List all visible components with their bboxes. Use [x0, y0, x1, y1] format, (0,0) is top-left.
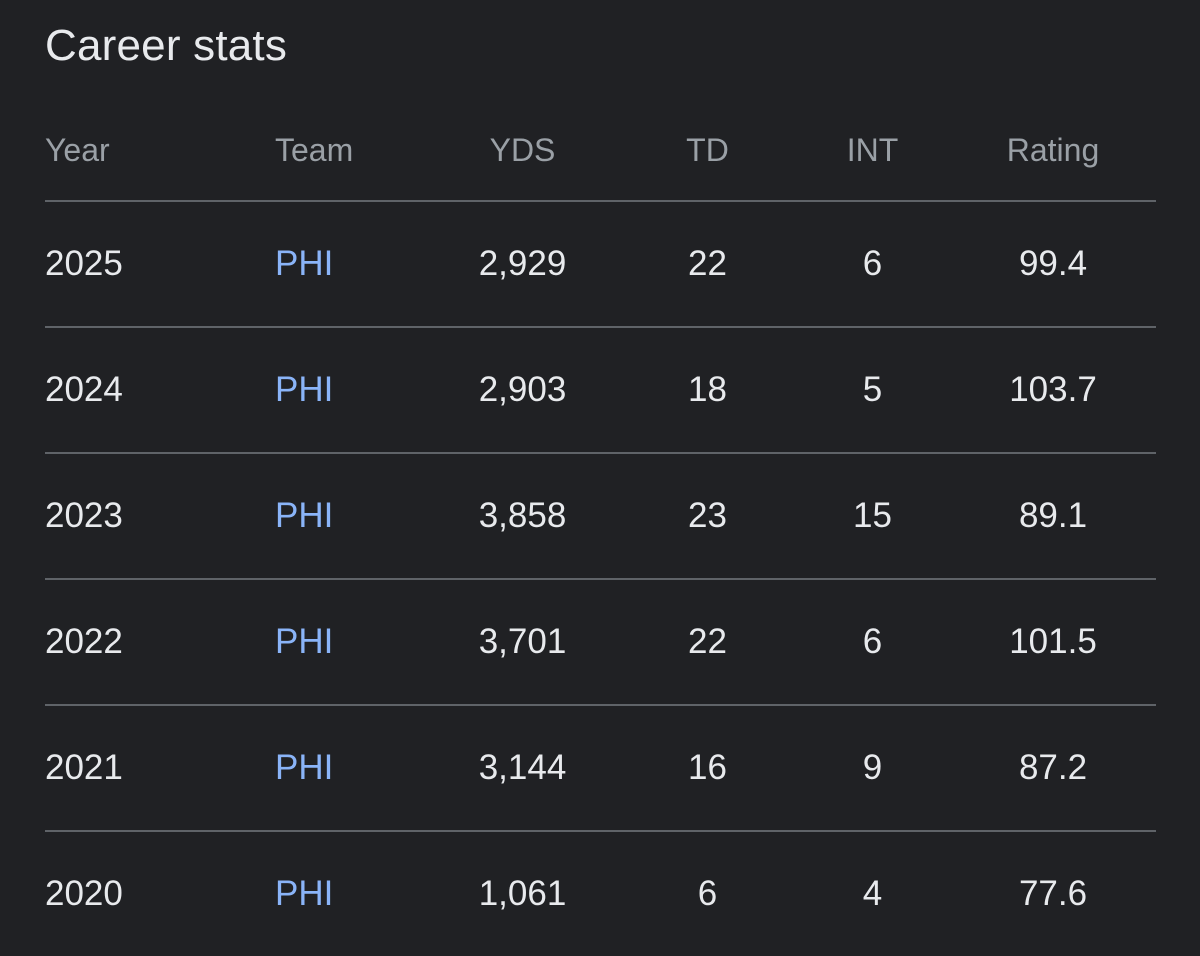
- table-row: 2020 PHI 1,061 6 4 77.6: [45, 831, 1156, 956]
- cell-year: 2024: [45, 327, 275, 454]
- header-rating: Rating: [950, 100, 1156, 202]
- team-link[interactable]: PHI: [275, 874, 334, 913]
- header-row: Year Team YDS TD INT Rating: [45, 100, 1156, 202]
- cell-rating: 101.5: [950, 579, 1156, 706]
- cell-int: 4: [862, 874, 883, 913]
- team-link[interactable]: PHI: [275, 370, 334, 409]
- table-header: Year Team YDS TD INT Rating: [45, 100, 1156, 202]
- cell-yds: 3,701: [425, 579, 620, 706]
- cell-int: 6: [795, 579, 950, 706]
- cell-yds: 3,144: [425, 705, 620, 832]
- cell-team: PHI: [275, 201, 425, 328]
- cell-team: PHI: [275, 579, 425, 706]
- cell-td: 18: [620, 327, 795, 454]
- cell-year: 2021: [45, 705, 275, 832]
- cell-rating: 89.1: [950, 453, 1156, 580]
- cell-td: 23: [620, 453, 795, 580]
- header-yds: YDS: [425, 100, 620, 202]
- table-row: 2025 PHI 2,929 22 6 99.4: [45, 201, 1156, 328]
- card-title: Career stats: [45, 21, 288, 70]
- cell-rating: 77.6: [1018, 874, 1088, 913]
- cell-td: 6: [697, 874, 718, 913]
- career-stats-table: Year Team YDS TD INT Rating 2025 PHI 2,9…: [45, 100, 1156, 956]
- header-int: INT: [795, 100, 950, 202]
- cell-year: 2023: [45, 453, 275, 580]
- cell-yds: 2,929: [425, 201, 620, 328]
- cell-td: 22: [620, 579, 795, 706]
- cell-year: 2020: [45, 874, 123, 913]
- table-body: 2025 PHI 2,929 22 6 99.4 2024 PHI 2,903 …: [45, 201, 1156, 956]
- cell-yds: 1,061: [478, 874, 567, 913]
- cell-year: 2025: [45, 201, 275, 328]
- header-year: Year: [45, 100, 275, 202]
- table-row: 2022 PHI 3,701 22 6 101.5: [45, 579, 1156, 706]
- cell-rating: 87.2: [950, 705, 1156, 832]
- table-row: 2021 PHI 3,144 16 9 87.2: [45, 705, 1156, 832]
- cell-int: 9: [795, 705, 950, 832]
- cell-int: 15: [795, 453, 950, 580]
- header-team: Team: [275, 100, 425, 202]
- cell-td: 16: [620, 705, 795, 832]
- team-link[interactable]: PHI: [275, 748, 334, 787]
- cell-int: 5: [795, 327, 950, 454]
- header-td: TD: [620, 100, 795, 202]
- cell-td: 22: [620, 201, 795, 328]
- cell-rating: 103.7: [950, 327, 1156, 454]
- team-link[interactable]: PHI: [275, 496, 334, 535]
- cell-rating: 99.4: [950, 201, 1156, 328]
- cell-team: PHI: [275, 453, 425, 580]
- table-row: 2024 PHI 2,903 18 5 103.7: [45, 327, 1156, 454]
- cell-team: PHI: [275, 831, 425, 956]
- cell-yds: 3,858: [425, 453, 620, 580]
- team-link[interactable]: PHI: [275, 244, 334, 283]
- cell-team: PHI: [275, 327, 425, 454]
- cell-int: 6: [795, 201, 950, 328]
- table-row: 2023 PHI 3,858 23 15 89.1: [45, 453, 1156, 580]
- team-link[interactable]: PHI: [275, 622, 334, 661]
- cell-team: PHI: [275, 705, 425, 832]
- cell-yds: 2,903: [425, 327, 620, 454]
- cell-year: 2022: [45, 579, 275, 706]
